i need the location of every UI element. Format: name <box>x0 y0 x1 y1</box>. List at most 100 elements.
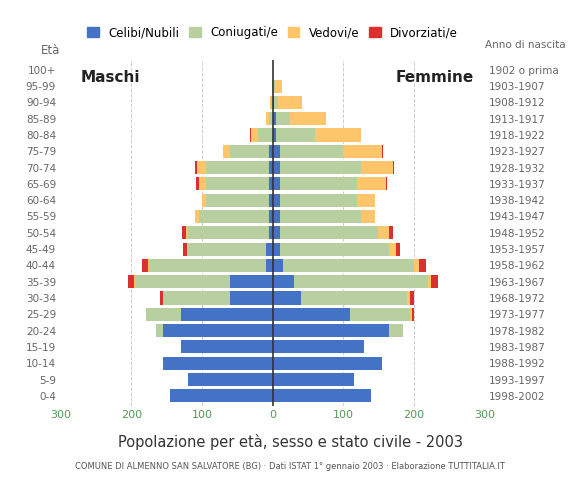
Bar <box>270 96 271 109</box>
Bar <box>182 226 186 240</box>
Bar <box>389 324 403 337</box>
Bar <box>135 275 230 288</box>
Bar <box>273 308 350 321</box>
Bar <box>419 259 426 272</box>
Bar <box>163 357 273 370</box>
Bar <box>273 112 276 125</box>
Text: Femmine: Femmine <box>396 71 474 85</box>
Bar <box>273 161 280 174</box>
Bar <box>230 145 269 158</box>
Bar <box>357 193 375 207</box>
Bar <box>273 275 293 288</box>
Bar <box>266 242 273 256</box>
Bar <box>230 275 273 288</box>
Bar <box>269 210 273 223</box>
Bar <box>301 291 407 304</box>
Bar <box>280 242 389 256</box>
Bar <box>250 129 251 142</box>
Bar <box>280 193 357 207</box>
Bar <box>146 308 181 321</box>
Bar <box>273 389 371 402</box>
Bar <box>142 259 148 272</box>
Bar <box>271 96 273 109</box>
Bar <box>198 178 205 191</box>
Bar <box>273 340 364 353</box>
Bar <box>280 178 357 191</box>
Bar <box>181 340 273 353</box>
Bar <box>350 308 410 321</box>
Text: Età: Età <box>41 44 60 57</box>
Bar <box>273 226 280 240</box>
Bar <box>269 112 273 125</box>
Bar <box>269 226 273 240</box>
Bar <box>382 145 383 158</box>
Bar <box>273 96 274 109</box>
Bar <box>205 178 269 191</box>
Bar <box>428 275 432 288</box>
Bar <box>273 259 283 272</box>
Bar <box>361 210 375 223</box>
Bar <box>149 259 266 272</box>
Bar <box>223 145 230 158</box>
Bar <box>171 389 273 402</box>
Bar <box>273 178 280 191</box>
Bar <box>269 178 273 191</box>
Bar <box>197 178 198 191</box>
Text: Popolazione per età, sesso e stato civile - 2003: Popolazione per età, sesso e stato civil… <box>118 434 462 450</box>
Bar <box>205 161 269 174</box>
Bar <box>278 96 302 109</box>
Bar <box>273 291 301 304</box>
Bar <box>274 96 278 109</box>
Bar <box>290 112 325 125</box>
Bar <box>414 259 419 272</box>
Bar <box>273 210 280 223</box>
Bar <box>230 291 273 304</box>
Bar <box>188 242 266 256</box>
Bar <box>163 291 230 304</box>
Bar <box>273 373 354 386</box>
Text: Maschi: Maschi <box>81 71 140 85</box>
Bar <box>410 291 414 304</box>
Bar <box>412 308 414 321</box>
Bar <box>273 145 280 158</box>
Text: COMUNE DI ALMENNO SAN SALVATORE (BG) · Dati ISTAT 1° gennaio 2003 · Elaborazione: COMUNE DI ALMENNO SAN SALVATORE (BG) · D… <box>75 462 505 471</box>
Bar <box>407 291 410 304</box>
Bar <box>186 226 188 240</box>
Bar <box>195 210 198 223</box>
Bar <box>202 193 205 207</box>
Bar <box>273 324 389 337</box>
Bar <box>269 193 273 207</box>
Bar <box>276 129 315 142</box>
Text: Anno di nascita: Anno di nascita <box>485 40 566 50</box>
Bar <box>283 259 414 272</box>
Bar <box>163 324 273 337</box>
Bar <box>273 357 382 370</box>
Bar <box>198 210 269 223</box>
Bar <box>280 161 361 174</box>
Bar <box>276 112 290 125</box>
Bar <box>266 112 269 125</box>
Bar <box>156 324 163 337</box>
Bar <box>188 226 269 240</box>
Bar <box>148 259 149 272</box>
Bar <box>195 161 197 174</box>
Bar <box>280 145 343 158</box>
Bar <box>269 161 273 174</box>
Bar <box>160 291 163 304</box>
Bar <box>251 129 259 142</box>
Bar <box>293 275 428 288</box>
Bar <box>357 178 386 191</box>
Bar <box>315 129 361 142</box>
Bar <box>273 80 275 93</box>
Bar <box>273 129 276 142</box>
Bar <box>205 193 269 207</box>
Bar <box>393 161 394 174</box>
Bar <box>280 210 361 223</box>
Bar <box>432 275 438 288</box>
Bar <box>188 373 273 386</box>
Bar <box>410 308 412 321</box>
Bar <box>269 145 273 158</box>
Bar <box>343 145 382 158</box>
Bar <box>386 178 387 191</box>
Bar <box>197 161 205 174</box>
